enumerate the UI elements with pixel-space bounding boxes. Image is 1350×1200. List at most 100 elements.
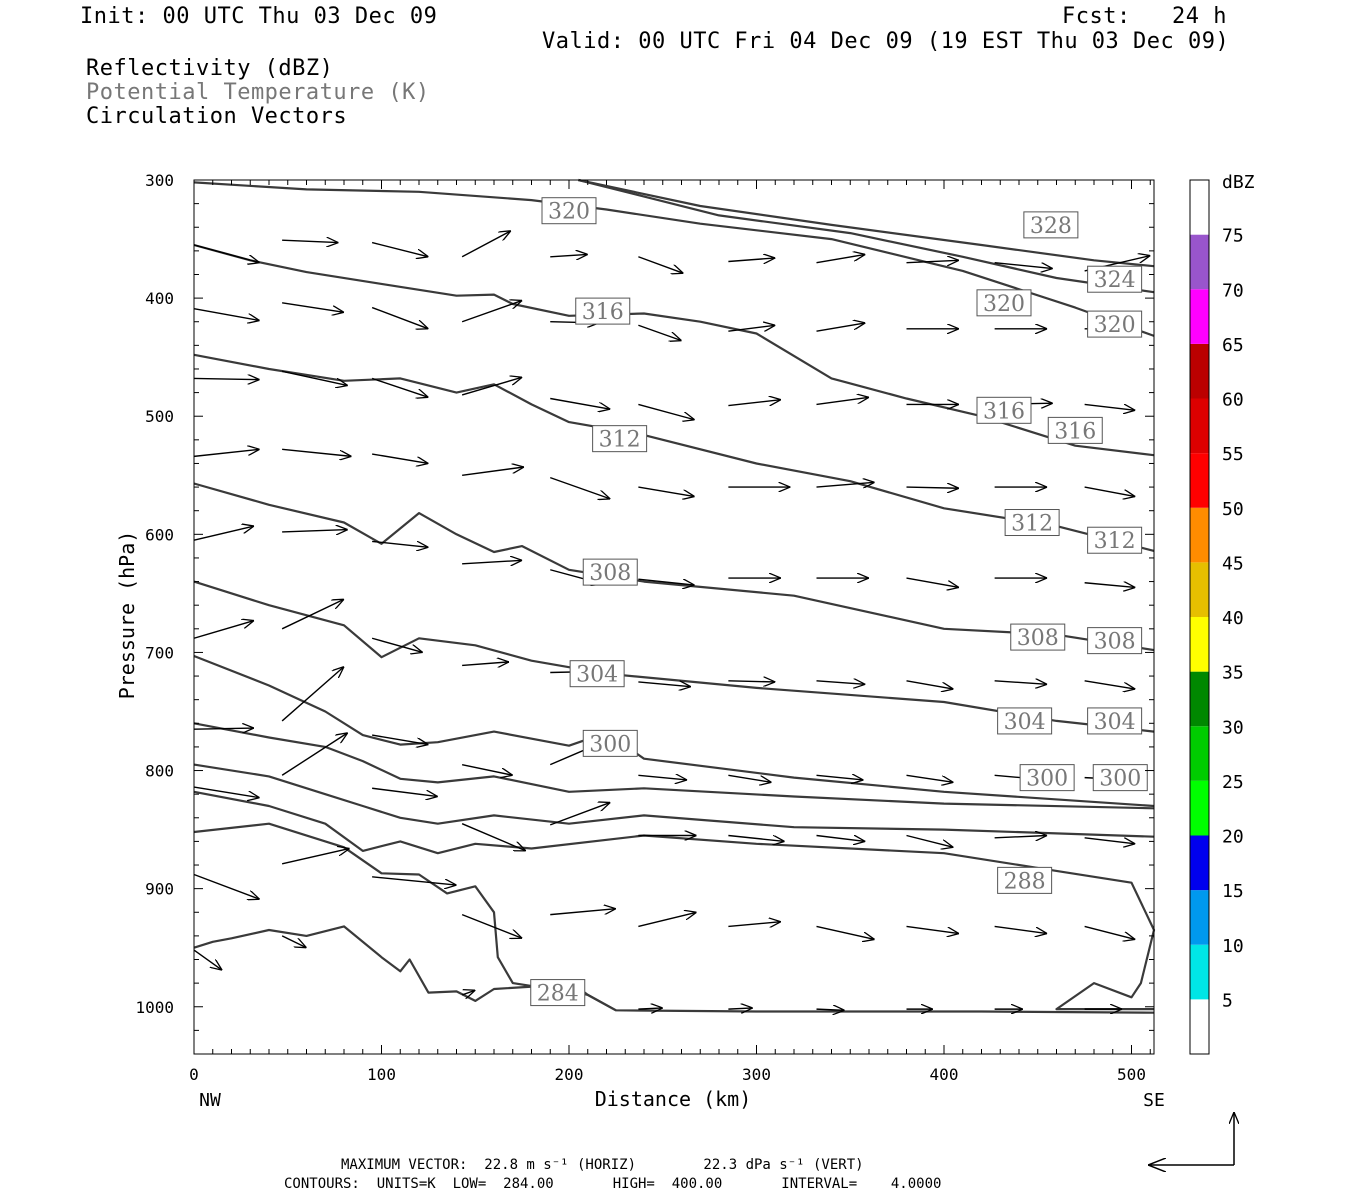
contour-label-box [569, 660, 625, 688]
circulation-vector [906, 834, 954, 848]
colorbar-segment [1190, 453, 1209, 508]
x-end-label-nw: NW [199, 1090, 221, 1111]
contour-label: 308 [1094, 630, 1136, 655]
contour-info-note: CONTOURS: UNITS=K LOW= 284.00 HIGH= 400.… [284, 1176, 942, 1192]
colorbar-label: 25 [1222, 772, 1244, 793]
contour-label-box [1087, 265, 1143, 293]
contour-label-box [1023, 211, 1079, 239]
x-tick-label: 200 [555, 1065, 584, 1084]
reference-vector-icon [1148, 1112, 1234, 1165]
circulation-vector [281, 733, 348, 776]
colorbar-segment [1190, 562, 1209, 617]
circulation-vector [906, 487, 960, 488]
circulation-vector [816, 925, 875, 939]
circulation-vector [550, 397, 610, 410]
contour-label: 304 [576, 663, 618, 688]
x-tick-label: 400 [930, 1065, 959, 1084]
contour-label: 320 [1094, 313, 1136, 338]
dbz-colorbar: 5 10 15 20 25 30 35 40 45 50 55 60 65 70 75 dBZ [1189, 172, 1255, 1055]
circulation-vector [193, 949, 222, 970]
circulation-vector [906, 577, 960, 587]
circulation-vector [906, 925, 960, 933]
y-tick-label: 300 [145, 171, 174, 190]
y-tick-label: 500 [145, 407, 174, 426]
circulation-vector [638, 486, 694, 496]
contour-label: 308 [589, 561, 631, 586]
contour-label-box [1087, 627, 1143, 655]
contour-label-box [582, 729, 638, 757]
legend-reflectivity: Reflectivity (dBZ) [86, 56, 334, 81]
circulation-vector [282, 448, 351, 456]
contour-label-box [541, 197, 597, 225]
circulation-vector [193, 621, 254, 639]
contour-label: 300 [1099, 767, 1141, 792]
colorbar-label: 65 [1222, 335, 1244, 356]
theta-contour-320 [193, 181, 1155, 337]
colorbar-segment [1190, 780, 1209, 836]
colorbar-segment [1190, 180, 1209, 235]
circulation-vector [728, 834, 784, 842]
colorbar-segment [1190, 944, 1209, 1000]
colorbar-label: 45 [1222, 553, 1244, 574]
circulation-vector [1084, 583, 1136, 588]
colorbar-segment [1190, 890, 1209, 945]
circulation-vector [282, 530, 348, 532]
circulation-vector [638, 1008, 662, 1009]
colorbar-segment [1190, 398, 1209, 454]
x-tick-label: 300 [742, 1065, 771, 1084]
circulation-vector [728, 258, 775, 262]
contour-label: 288 [1004, 869, 1046, 894]
circulation-vector [816, 482, 875, 487]
colorbar-segment [1190, 617, 1209, 672]
circulation-vector [550, 802, 610, 826]
contour-label: 324 [1094, 268, 1136, 293]
colorbar-segment [1190, 234, 1209, 290]
circulation-vector [372, 540, 428, 547]
contour-label-box [1087, 526, 1143, 554]
circulation-vector [550, 254, 588, 256]
colorbar-label: 35 [1222, 663, 1244, 684]
circulation-vector [816, 397, 870, 406]
colorbar-label: 60 [1222, 390, 1244, 411]
contour-label-box [582, 558, 638, 586]
circulation-vector [462, 560, 522, 564]
contour-label: 316 [983, 399, 1025, 424]
contour-label: 328 [1030, 214, 1072, 239]
colorbar-title: dBZ [1222, 172, 1255, 193]
circulation-vector [372, 453, 428, 463]
circulation-vector [906, 774, 954, 782]
x-axis-title: Distance (km) [595, 1087, 752, 1111]
circulation-vector [193, 786, 260, 798]
colorbar-segment [1190, 343, 1209, 399]
circulation-vector [193, 873, 260, 899]
plot-frame [193, 179, 1155, 1055]
circulation-vector [638, 912, 696, 928]
valid-time: Valid: 00 UTC Fri 04 Dec 09 (19 EST Thu … [542, 29, 1230, 54]
circulation-vector [462, 467, 524, 476]
circulation-vector [193, 449, 260, 458]
legend-circulation-vectors: Circulation Vectors [86, 104, 348, 129]
axis-labels: 300 400 500 600 700 800 900 1000 0 100 200 300 400 50… [115, 171, 1165, 1111]
colorbar-segment [1190, 289, 1209, 344]
theta-contour-284 [193, 925, 1155, 1014]
circulation-vector [728, 922, 781, 927]
contour-label: 320 [983, 292, 1025, 317]
circulation-vector [371, 637, 423, 652]
circulation-vector [282, 302, 344, 312]
colorbar-label: 15 [1222, 881, 1244, 902]
contour-label: 316 [582, 300, 624, 325]
circulation-vector [994, 261, 1053, 269]
colorbar-segment [1190, 726, 1209, 781]
contour-label: 312 [599, 428, 641, 453]
y-axis-title: Pressure (hPa) [115, 531, 139, 700]
circulation-vector [728, 774, 771, 782]
circulation-vector [281, 370, 348, 385]
contour-label-box [1047, 416, 1103, 444]
contour-label: 300 [1026, 767, 1068, 792]
circulation-vector [371, 306, 428, 329]
circulation-vector [372, 787, 438, 796]
y-tick-label: 900 [145, 880, 174, 899]
maximum-vector-note: MAXIMUM VECTOR: 22.8 m s⁻¹ (HORIZ) 22.3 … [341, 1157, 864, 1173]
circulation-vector [816, 254, 866, 264]
